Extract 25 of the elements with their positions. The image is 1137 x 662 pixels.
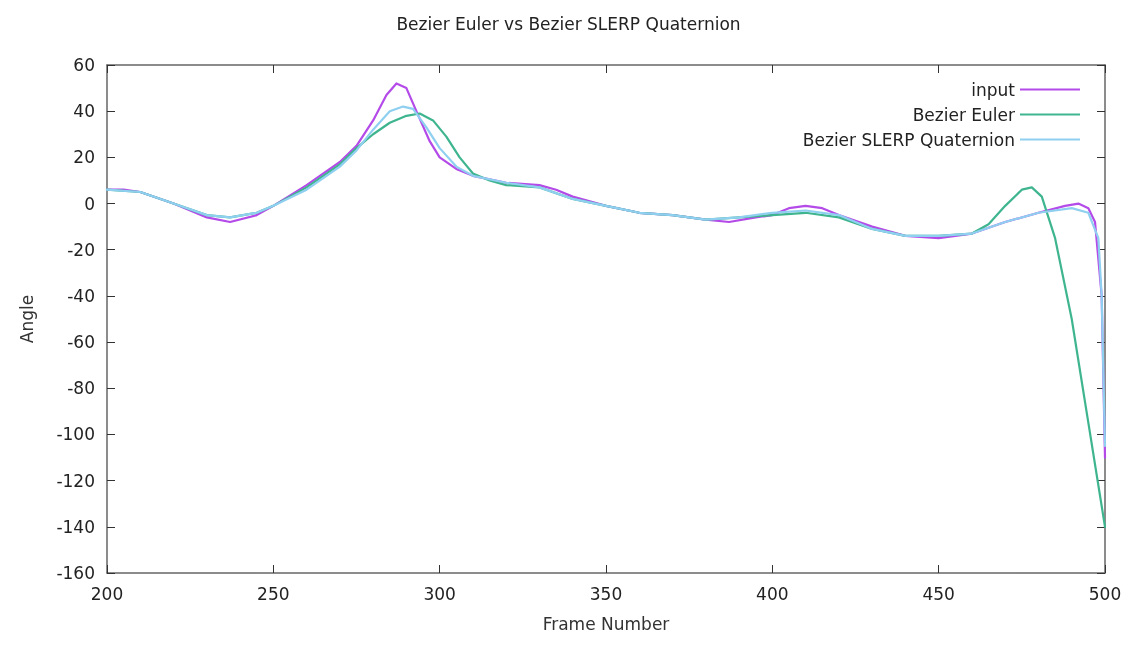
legend-label: input (971, 79, 1016, 100)
x-tick-label: 450 (922, 583, 955, 604)
x-tick-label: 500 (1088, 583, 1122, 604)
legend-label: Bezier Euler (912, 104, 1016, 125)
chart-title: Bezier Euler vs Bezier SLERP Quaternion (396, 13, 741, 34)
y-tick-label: -60 (67, 332, 95, 353)
y-tick-label: 40 (73, 101, 95, 122)
y-tick-label: 20 (73, 147, 95, 168)
x-tick-label: 400 (756, 583, 789, 604)
x-tick-label: 300 (423, 583, 456, 604)
y-tick-label: -40 (67, 285, 95, 306)
x-tick-label: 250 (257, 583, 290, 604)
x-axis-title: Frame Number (542, 613, 670, 634)
y-tick-label: -20 (67, 239, 95, 260)
x-tick-label: 350 (589, 583, 623, 604)
y-tick-label: 0 (84, 193, 95, 214)
y-tick-label: -140 (56, 516, 95, 537)
y-tick-label: -80 (67, 378, 95, 399)
x-tick-label: 200 (90, 583, 124, 604)
y-tick-label: -120 (56, 470, 95, 491)
y-axis-title: Angle (16, 294, 37, 344)
y-tick-label: -160 (56, 563, 95, 583)
y-tick-label: 60 (73, 55, 95, 75)
legend-label: Bezier SLERP Quaternion (802, 129, 1015, 150)
y-tick-label: -100 (56, 424, 95, 445)
